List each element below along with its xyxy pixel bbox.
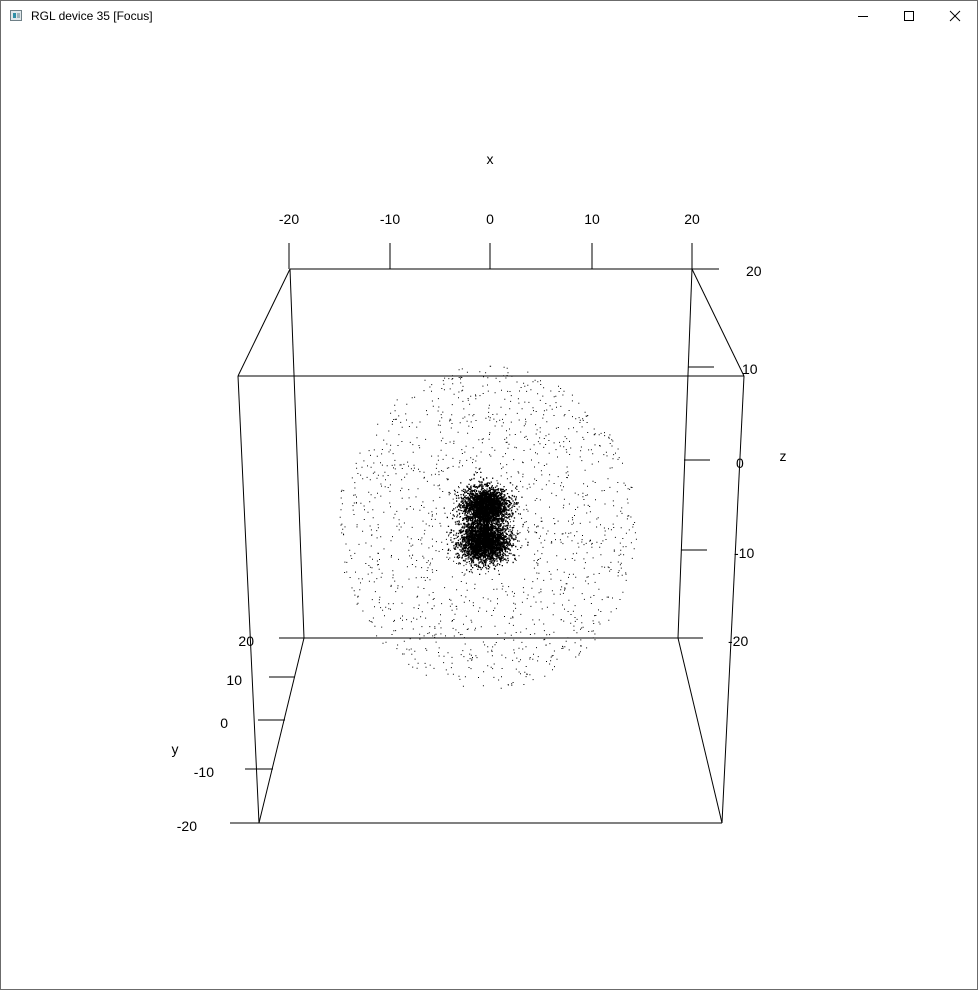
x-tick-label: 10 bbox=[584, 211, 600, 227]
z-tick-label: -10 bbox=[734, 545, 754, 561]
y-tick-label: 0 bbox=[220, 715, 228, 731]
z-axis-label: z bbox=[780, 448, 787, 464]
bounding-box bbox=[237, 268, 745, 824]
x-tick-label: 20 bbox=[684, 211, 700, 227]
minimize-icon bbox=[858, 16, 868, 17]
z-tick-label: -20 bbox=[728, 633, 748, 649]
x-tick-label: -20 bbox=[279, 211, 299, 227]
y-tick-label: -20 bbox=[177, 818, 197, 834]
y-axis-label: y bbox=[172, 741, 179, 757]
z-tick-label: 0 bbox=[736, 455, 744, 471]
dense-point-lobes bbox=[443, 468, 538, 575]
maximize-icon bbox=[904, 11, 914, 21]
axis-ticks bbox=[230, 243, 719, 824]
close-icon bbox=[949, 10, 961, 22]
box-edge bbox=[677, 268, 693, 639]
box-edge bbox=[237, 375, 260, 824]
tick-labels: -20 -10 0 10 20 20 10 0 -10 -20 20 10 0 -10 -20 bbox=[177, 211, 762, 834]
minimize-button[interactable] bbox=[840, 1, 886, 31]
close-button[interactable] bbox=[932, 1, 978, 31]
z-tick-label: 10 bbox=[742, 361, 758, 377]
title-bar[interactable]: RGL device 35 [Focus] bbox=[1, 1, 977, 31]
maximize-button[interactable] bbox=[886, 1, 932, 31]
y-tick-label: 20 bbox=[238, 633, 254, 649]
box-edge bbox=[721, 375, 745, 824]
box-edge bbox=[677, 637, 723, 824]
y-tick-label: 10 bbox=[226, 672, 242, 688]
point-cloud bbox=[339, 365, 637, 689]
z-tick-label: 20 bbox=[746, 263, 762, 279]
sparse-point-halo bbox=[339, 365, 637, 689]
box-edge bbox=[258, 637, 305, 824]
box-edge bbox=[289, 268, 305, 639]
y-tick-label: -10 bbox=[194, 764, 214, 780]
box-edge bbox=[691, 268, 745, 377]
rgl-app-icon bbox=[10, 10, 22, 21]
window-title: RGL device 35 [Focus] bbox=[31, 9, 153, 23]
x-axis-label: x bbox=[487, 151, 494, 167]
x-tick-label: -10 bbox=[380, 211, 400, 227]
x-tick-label: 0 bbox=[486, 211, 494, 227]
box-edge bbox=[237, 268, 291, 377]
